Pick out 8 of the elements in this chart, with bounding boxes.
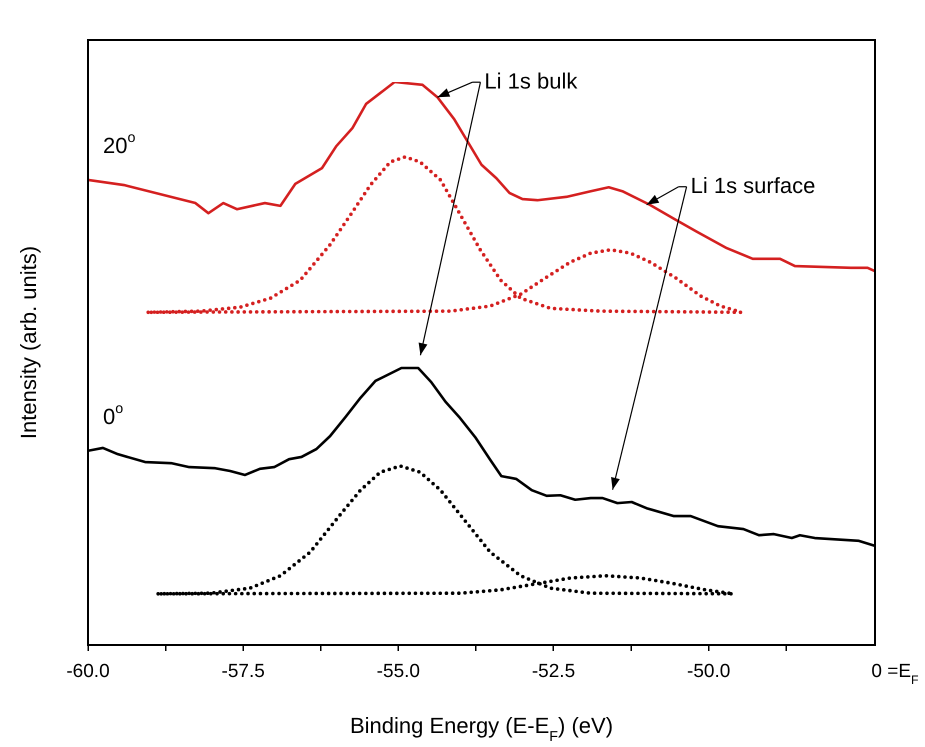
x-tick-label: -60.0	[66, 661, 110, 682]
annotation: Li 1s bulk	[484, 68, 578, 94]
x-tick-label: -50.0	[687, 661, 730, 682]
x-tick-label: -57.5	[222, 661, 265, 682]
annotation: Li 1s surface	[690, 172, 816, 198]
x-tick-label: -52.5	[532, 661, 576, 682]
x-tick-label: -55.0	[376, 661, 420, 682]
y-axis-title: Intensity (arb. units)	[16, 246, 42, 440]
